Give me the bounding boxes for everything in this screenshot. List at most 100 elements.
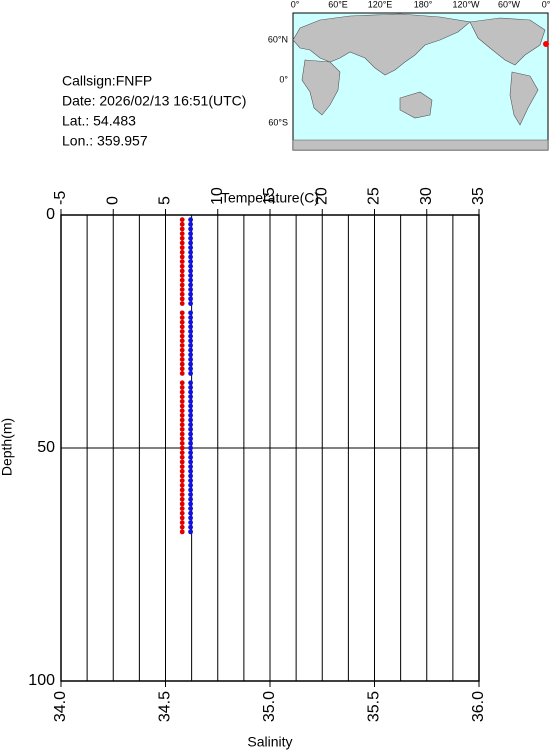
data-point xyxy=(188,226,193,232)
data-point xyxy=(179,520,185,525)
data-point xyxy=(188,343,193,348)
data-point xyxy=(188,361,193,367)
data-point xyxy=(188,235,193,241)
data-point xyxy=(179,394,185,400)
data-point xyxy=(188,431,193,437)
x-tick-label: -5 xyxy=(52,191,69,205)
data-point xyxy=(179,380,185,386)
y-tick-label: 50 xyxy=(37,439,55,456)
data-point xyxy=(179,259,185,264)
x-tick-label: 25 xyxy=(366,187,383,205)
data-point xyxy=(188,263,193,269)
data-point xyxy=(188,412,193,418)
south-america xyxy=(509,71,539,126)
data-point xyxy=(179,249,185,255)
data-point xyxy=(188,240,193,246)
data-point xyxy=(179,277,185,283)
data-point xyxy=(188,324,193,330)
map-lat-label: 60°S xyxy=(268,117,288,127)
data-point xyxy=(179,385,185,390)
data-point xyxy=(179,315,185,320)
y-tick-label: 0 xyxy=(46,206,55,223)
data-point xyxy=(179,389,185,395)
data-point xyxy=(188,515,193,521)
data-point xyxy=(188,357,193,362)
data-point xyxy=(179,329,185,334)
data-point xyxy=(188,510,193,516)
map-lon-label: 180° xyxy=(414,0,433,9)
australia xyxy=(399,91,433,119)
x2-tick-label: 34.5 xyxy=(157,691,174,722)
data-point xyxy=(188,347,193,353)
map-lon-label: 60°E xyxy=(328,0,348,9)
data-point xyxy=(188,217,193,223)
x-tick-label: 15 xyxy=(261,187,278,205)
map-lon-label: 0° xyxy=(291,0,300,9)
data-point xyxy=(179,347,185,353)
data-point xyxy=(188,399,193,404)
data-point xyxy=(188,408,193,414)
date: Date: 2026/02/13 16:51(UTC) xyxy=(62,93,246,109)
data-point xyxy=(188,487,193,493)
data-point xyxy=(188,315,193,320)
data-point xyxy=(188,468,193,474)
data-point xyxy=(179,487,185,493)
data-point xyxy=(188,436,193,442)
map-lat-label: 60°N xyxy=(268,34,288,44)
data-point xyxy=(179,403,185,409)
y-tick-label: 100 xyxy=(28,672,55,689)
map-lon-label: 60°W xyxy=(498,0,521,9)
data-point xyxy=(188,249,193,255)
data-point xyxy=(188,385,193,390)
data-point xyxy=(188,371,193,376)
x2-axis-title: Salinity xyxy=(247,734,292,750)
data-point xyxy=(188,394,193,400)
data-point xyxy=(188,301,193,306)
data-point xyxy=(179,482,185,488)
data-point xyxy=(188,422,193,428)
data-point xyxy=(188,273,193,278)
data-point xyxy=(179,240,185,246)
data-point xyxy=(188,459,193,465)
data-point xyxy=(188,445,193,451)
data-point xyxy=(179,399,185,404)
data-point xyxy=(179,231,185,237)
data-point xyxy=(188,338,193,344)
data-point xyxy=(188,492,193,497)
data-point xyxy=(179,454,185,460)
data-point xyxy=(179,245,185,251)
data-point xyxy=(188,319,193,325)
x-tick-label: 0 xyxy=(104,196,121,205)
callsign: Callsign:FNFP xyxy=(62,73,152,89)
data-point xyxy=(179,412,185,418)
north-america xyxy=(469,17,546,66)
data-point xyxy=(188,352,193,358)
data-point xyxy=(179,338,185,344)
data-point xyxy=(179,361,185,367)
data-point xyxy=(179,436,185,442)
map-lon-label: 120°W xyxy=(452,0,480,9)
map-lon-label: 0° xyxy=(542,0,551,9)
data-point xyxy=(188,329,193,334)
data-point xyxy=(179,408,185,414)
data-point xyxy=(179,371,185,376)
x-tick-label: 30 xyxy=(418,187,435,205)
data-point xyxy=(188,426,193,432)
data-point xyxy=(188,380,193,386)
data-point xyxy=(188,282,193,288)
data-point xyxy=(179,301,185,306)
data-point xyxy=(179,450,185,456)
data-point xyxy=(179,221,185,227)
y-axis-title: Depth(m) xyxy=(0,418,15,476)
data-point xyxy=(179,352,185,358)
data-point xyxy=(188,221,193,227)
data-point xyxy=(179,492,185,497)
data-point xyxy=(179,343,185,348)
data-point xyxy=(179,282,185,288)
data-point xyxy=(179,473,185,479)
data-point xyxy=(179,459,185,465)
data-point xyxy=(179,529,185,535)
data-point xyxy=(179,287,185,292)
